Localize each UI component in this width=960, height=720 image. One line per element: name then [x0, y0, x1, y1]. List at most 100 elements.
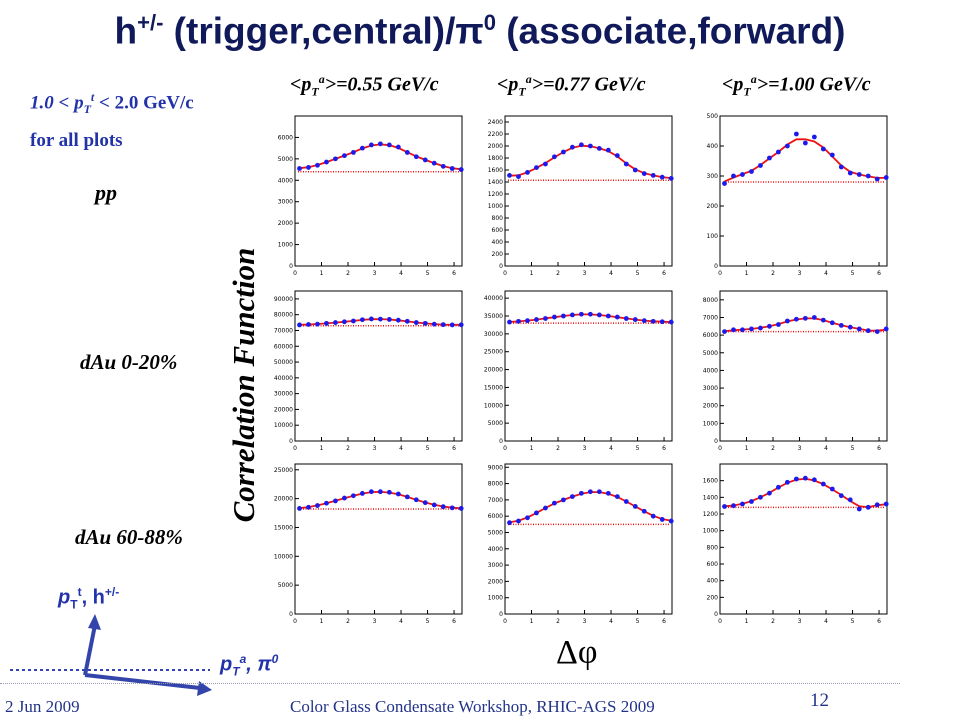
- data-point: [368, 316, 374, 322]
- data-point: [561, 313, 566, 319]
- data-point: [847, 170, 853, 176]
- data-point: [605, 313, 611, 319]
- data-point: [820, 317, 826, 323]
- y-tick-label: 2000: [278, 220, 293, 227]
- y-tick-label: 2400: [488, 119, 503, 126]
- x-tick-label: 3: [583, 270, 587, 277]
- row-label-dau-central: dAu 0-20%: [80, 350, 178, 374]
- x-tick-label: 1: [530, 445, 534, 452]
- x-tick-label: 5: [636, 618, 640, 625]
- y-tick-label: 800: [707, 544, 719, 551]
- data-point: [449, 505, 455, 511]
- y-tick-label: 7000: [703, 314, 718, 321]
- data-point: [569, 312, 575, 318]
- y-tick-label: 0: [289, 611, 293, 618]
- data-point: [351, 150, 356, 155]
- data-point: [641, 508, 647, 514]
- x-tick-label: 0: [718, 618, 722, 625]
- data-point: [829, 320, 835, 326]
- y-tick-label: 0: [714, 263, 718, 270]
- data-point: [587, 311, 593, 317]
- x-tick-label: 2: [346, 270, 350, 277]
- data-point: [596, 312, 602, 318]
- data-point: [315, 162, 320, 168]
- x-tick-label: 0: [293, 445, 297, 452]
- y-tick-label: 400: [707, 143, 719, 150]
- x-tick-label: 4: [399, 618, 403, 625]
- data-point: [458, 506, 464, 511]
- data-point: [377, 316, 383, 322]
- y-tick-label: 2000: [488, 143, 503, 150]
- y-tick-label: 1400: [703, 494, 718, 501]
- data-point: [731, 173, 736, 179]
- x-tick-label: 6: [662, 618, 666, 625]
- data-point: [758, 325, 763, 331]
- x-tick-label: 4: [824, 618, 828, 625]
- plot-frame: [504, 115, 673, 267]
- data-point: [722, 181, 727, 186]
- data-point: [377, 489, 383, 495]
- y-tick-label: 500: [707, 113, 719, 120]
- data-point: [342, 153, 347, 159]
- data-point: [422, 320, 428, 326]
- data-point: [659, 174, 665, 180]
- data-point: [650, 513, 656, 519]
- data-point: [883, 326, 889, 332]
- data-point: [359, 145, 365, 151]
- y-tick-label: 0: [289, 438, 293, 445]
- row-label-dau-peripheral: dAu 60-88%: [75, 525, 183, 549]
- data-point: [856, 172, 862, 177]
- data-point: [731, 327, 736, 333]
- x-tick-label: 0: [293, 270, 297, 277]
- data-point: [333, 498, 338, 504]
- data-point: [359, 317, 365, 323]
- data-point: [507, 319, 512, 325]
- data-point: [386, 489, 392, 495]
- data-point: [802, 315, 808, 321]
- x-axis-label: Δφ: [556, 634, 598, 671]
- data-point: [614, 494, 620, 500]
- data-point: [776, 484, 781, 490]
- data-point: [543, 505, 548, 511]
- y-tick-label: 100: [707, 233, 719, 240]
- plot-frame: [294, 115, 463, 267]
- y-tick-label: 70000: [274, 327, 293, 334]
- x-tick-label: 0: [503, 618, 507, 625]
- plot-frame: [719, 290, 888, 442]
- data-point: [516, 518, 521, 524]
- x-tick-label: 2: [346, 445, 350, 452]
- data-point: [525, 170, 530, 175]
- plot-frame: [504, 463, 673, 615]
- data-point: [543, 161, 548, 167]
- data-point: [507, 173, 512, 178]
- y-tick-label: 5000: [488, 420, 503, 427]
- data-point: [767, 323, 772, 329]
- data-point: [820, 481, 826, 487]
- data-point: [811, 477, 817, 483]
- data-point: [614, 153, 620, 159]
- data-point: [793, 131, 799, 137]
- data-point: [440, 504, 446, 510]
- x-tick-label: 6: [452, 270, 456, 277]
- data-point: [525, 515, 530, 521]
- data-point: [306, 165, 311, 170]
- y-tick-label: 4000: [488, 546, 503, 553]
- data-point: [749, 499, 754, 504]
- footer-conference: Color Glass Condensate Workshop, RHIC-AG…: [290, 697, 655, 716]
- y-tick-label: 1000: [488, 595, 503, 602]
- y-tick-label: 0: [499, 611, 503, 618]
- data-point: [386, 317, 392, 322]
- data-point: [767, 490, 772, 496]
- data-point: [614, 314, 620, 320]
- data-point: [784, 318, 790, 324]
- data-point: [395, 491, 401, 497]
- data-point: [422, 500, 428, 506]
- data-point: [324, 159, 329, 165]
- y-tick-label: 300: [707, 173, 719, 180]
- x-tick-label: 6: [877, 270, 881, 277]
- y-tick-label: 0: [499, 263, 503, 270]
- data-point: [315, 503, 320, 508]
- y-tick-label: 3000: [488, 562, 503, 569]
- y-tick-label: 200: [707, 594, 719, 601]
- data-point: [596, 489, 602, 495]
